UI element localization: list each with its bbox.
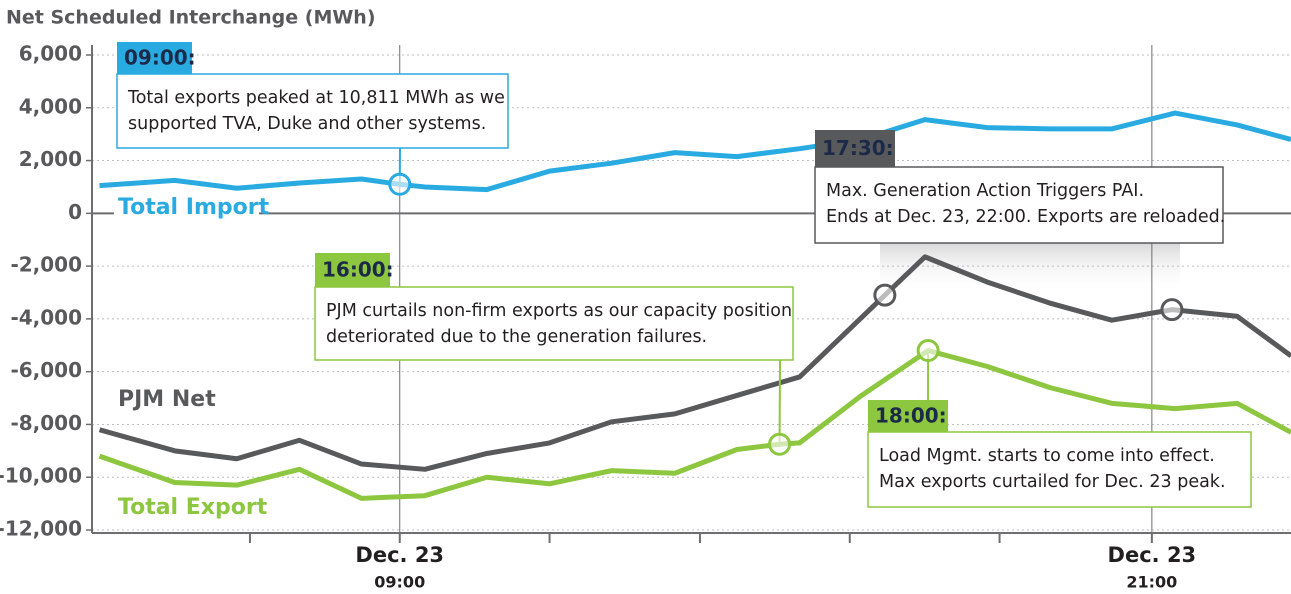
x-tick-label: Dec. 23 <box>355 543 444 567</box>
annotation-time: 16:00: <box>322 258 394 282</box>
annotation-box <box>116 73 509 149</box>
annotation-box <box>814 166 1224 244</box>
annotation-tag <box>815 130 895 167</box>
annotation-text: Total exports peaked at 10,811 MWh as we <box>127 88 505 108</box>
chart-title: Net Scheduled Interchange (MWh) <box>6 7 376 29</box>
y-tick-label: -8,000 <box>10 411 82 435</box>
annotation-text: supported TVA, Duke and other systems. <box>128 114 486 134</box>
annotation-text: Load Mgmt. starts to come into effect. <box>879 446 1215 466</box>
series-line <box>98 348 1291 501</box>
y-tick-label: -6,000 <box>10 358 82 382</box>
y-tick-label: 6,000 <box>19 42 82 66</box>
annotation-tag <box>868 400 948 432</box>
point-marker <box>916 339 940 363</box>
annotation-text: Max exports curtailed for Dec. 23 peak. <box>879 472 1226 492</box>
y-tick-label: -10,000 <box>0 464 82 488</box>
annotation-text: deteriorated due to the generation failu… <box>326 327 707 347</box>
point-marker <box>388 172 412 196</box>
y-tick-label: -12,000 <box>0 517 82 541</box>
x-tick-sublabel: 21:00 <box>1126 573 1177 592</box>
label-bg <box>114 194 259 222</box>
y-tick-label: 2,000 <box>19 147 82 171</box>
annotation-text: PJM curtails non-firm exports as our cap… <box>326 301 792 321</box>
annotation-text: Ends at Dec. 23, 22:00. Exports are relo… <box>826 207 1225 227</box>
annotation-box <box>867 431 1252 508</box>
annotation-time: 17:30: <box>822 136 894 160</box>
annotation-time: 18:00: <box>875 404 947 428</box>
series-line <box>98 254 1291 472</box>
highlight-band <box>880 243 1180 293</box>
series-label: Total Import <box>118 195 270 220</box>
point-marker <box>873 283 897 307</box>
annotation-tag <box>315 253 390 287</box>
annotation-time: 09:00: <box>124 46 196 70</box>
series-label: Total Export <box>118 495 268 520</box>
annotation-box <box>314 286 794 361</box>
x-tick-sublabel: 09:00 <box>374 573 425 592</box>
annotation-tag <box>117 42 192 74</box>
point-marker <box>1160 298 1184 322</box>
x-tick-label: Dec. 23 <box>1108 543 1197 567</box>
y-tick-label: 0 <box>68 200 82 224</box>
series-label: PJM Net <box>118 387 216 412</box>
point-marker <box>768 432 792 456</box>
annotation-text: Max. Generation Action Triggers PAI. <box>826 181 1144 201</box>
series-line <box>99 110 1291 193</box>
y-tick-label: 4,000 <box>19 94 82 118</box>
y-tick-label: -2,000 <box>10 253 82 277</box>
y-tick-label: -4,000 <box>10 305 82 329</box>
